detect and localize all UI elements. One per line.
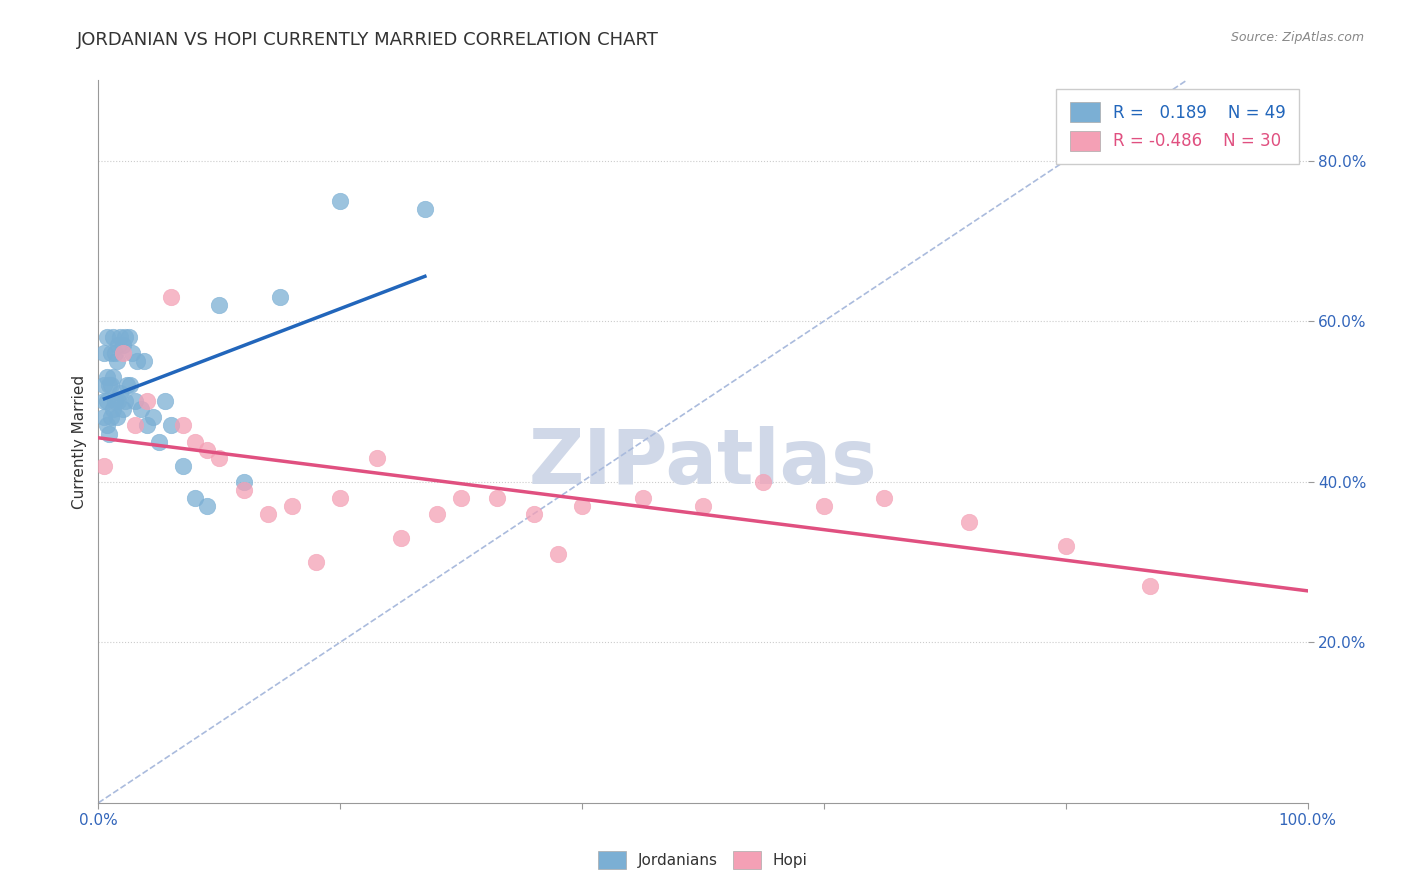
Point <box>93 410 115 425</box>
Point <box>118 378 141 392</box>
Point <box>124 394 146 409</box>
Point <box>121 346 143 360</box>
Point <box>208 450 231 465</box>
Legend: Jordanians, Hopi: Jordanians, Hopi <box>592 845 814 875</box>
Point <box>1054 539 1077 553</box>
Point <box>269 290 291 304</box>
Point <box>107 394 129 409</box>
Legend: R =   0.189    N = 49, R = -0.486    N = 30: R = 0.189 N = 49, R = -0.486 N = 30 <box>1056 88 1299 164</box>
Point <box>101 370 124 384</box>
Point <box>547 547 569 561</box>
Point <box>114 330 136 344</box>
Point <box>426 507 449 521</box>
Point <box>105 354 128 368</box>
Point <box>813 499 835 513</box>
Point <box>450 491 472 505</box>
Point <box>1139 579 1161 593</box>
Point <box>98 426 121 441</box>
Point <box>389 531 412 545</box>
Point <box>108 386 131 401</box>
Point <box>124 418 146 433</box>
Point <box>100 378 122 392</box>
Point <box>256 507 278 521</box>
Point <box>232 483 254 497</box>
Point <box>101 330 124 344</box>
Point <box>93 378 115 392</box>
Point <box>305 555 328 569</box>
Point <box>111 338 134 352</box>
Point <box>692 499 714 513</box>
Point <box>631 491 654 505</box>
Point <box>98 378 121 392</box>
Text: JORDANIAN VS HOPI CURRENTLY MARRIED CORRELATION CHART: JORDANIAN VS HOPI CURRENTLY MARRIED CORR… <box>77 31 659 49</box>
Point <box>107 338 129 352</box>
Point <box>329 491 352 505</box>
Point <box>153 394 176 409</box>
Point <box>96 330 118 344</box>
Point <box>366 450 388 465</box>
Point <box>135 418 157 433</box>
Point <box>148 434 170 449</box>
Point <box>127 354 149 368</box>
Point <box>172 418 194 433</box>
Point <box>184 434 207 449</box>
Point <box>96 394 118 409</box>
Point <box>160 290 183 304</box>
Point <box>93 458 115 473</box>
Point <box>195 499 218 513</box>
Point <box>413 202 436 216</box>
Point <box>111 402 134 417</box>
Point <box>100 410 122 425</box>
Point <box>873 491 896 505</box>
Text: Source: ZipAtlas.com: Source: ZipAtlas.com <box>1230 31 1364 45</box>
Point <box>172 458 194 473</box>
Text: ZIPatlas: ZIPatlas <box>529 426 877 500</box>
Point <box>108 330 131 344</box>
Y-axis label: Currently Married: Currently Married <box>72 375 87 508</box>
Point <box>752 475 775 489</box>
Point <box>100 346 122 360</box>
Point <box>111 346 134 360</box>
Point <box>96 370 118 384</box>
Point <box>96 418 118 433</box>
Point <box>93 394 115 409</box>
Point <box>208 298 231 312</box>
Point <box>114 394 136 409</box>
Point <box>571 499 593 513</box>
Point <box>135 394 157 409</box>
Point <box>134 354 156 368</box>
Point <box>486 491 509 505</box>
Point <box>104 346 127 360</box>
Point <box>957 515 980 529</box>
Point <box>184 491 207 505</box>
Point <box>104 394 127 409</box>
Point <box>101 402 124 417</box>
Point <box>129 402 152 417</box>
Point <box>93 346 115 360</box>
Point <box>523 507 546 521</box>
Point <box>105 410 128 425</box>
Point <box>117 378 139 392</box>
Point <box>281 499 304 513</box>
Point <box>195 442 218 457</box>
Point <box>232 475 254 489</box>
Point <box>118 330 141 344</box>
Point <box>329 194 352 208</box>
Point <box>160 418 183 433</box>
Point <box>142 410 165 425</box>
